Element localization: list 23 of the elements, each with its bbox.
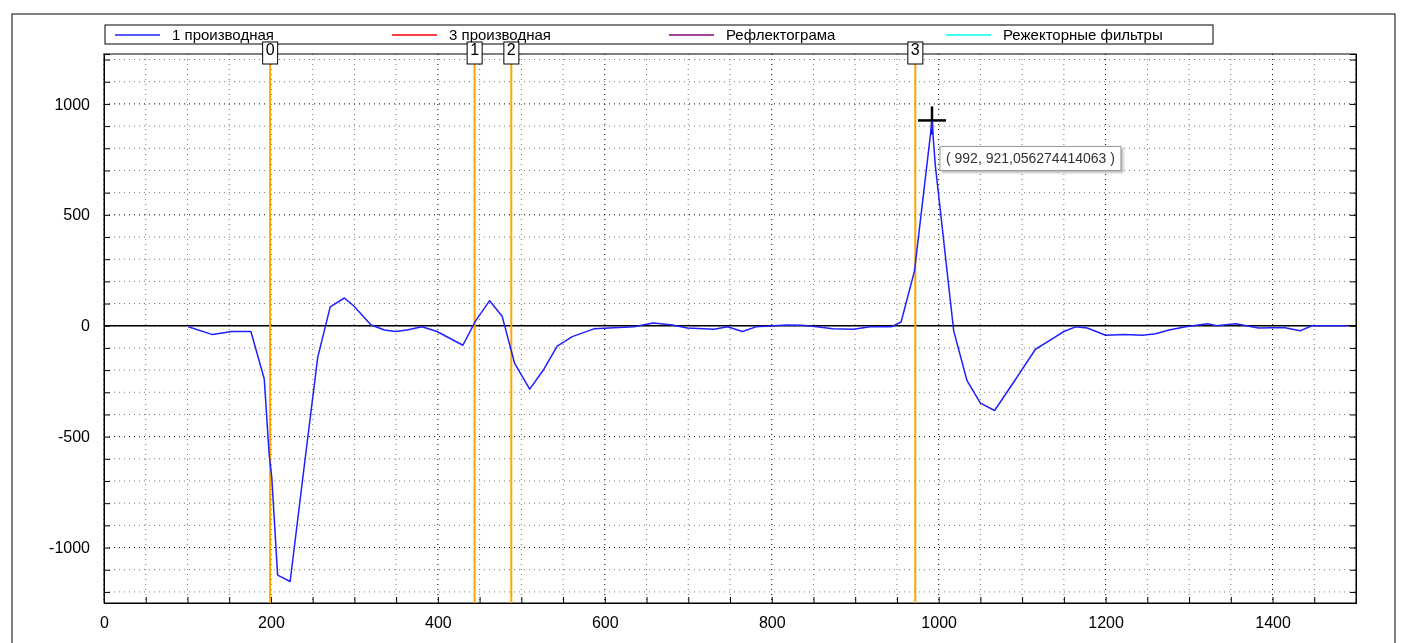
x-tick-label: 600: [591, 614, 619, 632]
legend-label: Рефлектограма: [726, 26, 837, 43]
legend-label: Режекторные фильтры: [1003, 26, 1163, 43]
y-tick-label: -500: [57, 428, 91, 446]
x-tick-label: 1000: [921, 614, 958, 632]
x-tick-label: 1200: [1088, 614, 1124, 632]
x-tick-label: 0: [100, 614, 110, 632]
x-tick-label: 400: [425, 614, 452, 632]
y-tick-label: 1000: [54, 95, 91, 113]
y-tick-label: -1000: [49, 539, 91, 557]
x-tick-label: 1400: [1255, 614, 1291, 632]
annotation: 0: [265, 41, 275, 58]
x-tick-label: 200: [258, 614, 285, 632]
legend-label: 1 производная: [172, 26, 274, 43]
y-tick-label: 500: [63, 206, 91, 224]
legend-label: 3 производная: [449, 26, 551, 43]
annotation: ( 992, 921,056274414063 ): [945, 150, 1115, 167]
line-series: [187, 120, 1349, 583]
annotation: 1: [470, 41, 480, 58]
y-tick-label: 0: [81, 317, 91, 335]
x-tick-label: 800: [758, 614, 786, 632]
annotation: 2: [506, 41, 516, 58]
annotation: 3: [910, 41, 920, 58]
